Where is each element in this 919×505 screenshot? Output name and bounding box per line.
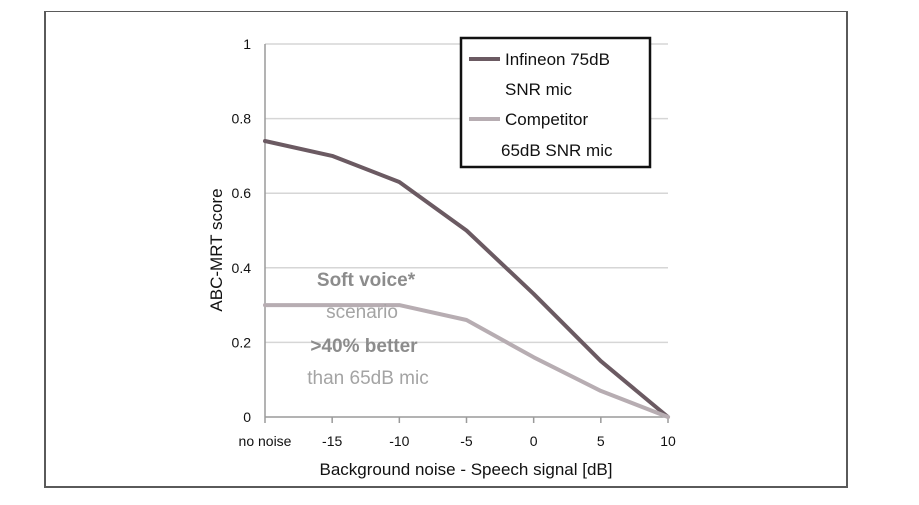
- series-line-0: [263, 139, 670, 419]
- legend: Infineon 75dB SNR mic Competitor 65dB SN…: [459, 36, 652, 169]
- annotation-line-1: Soft voice*: [317, 270, 416, 291]
- x-tick-label: 5: [597, 433, 605, 449]
- x-tick-label: 10: [660, 433, 676, 449]
- x-axis-title: Background noise - Speech signal [dB]: [320, 460, 613, 479]
- legend-label-infineon-line-2: SNR mic: [505, 80, 573, 99]
- x-tick-label: -15: [322, 433, 342, 449]
- y-tick-label: 0.4: [232, 260, 252, 276]
- legend-label-infineon-line-1: Infineon 75dB: [505, 50, 610, 69]
- annotation: Soft voice* scenario >40% better than 65…: [307, 270, 428, 389]
- x-tick-label: no noise: [239, 433, 292, 449]
- y-axis-title: ABC-MRT score: [207, 188, 226, 311]
- annotation-line-4: than 65dB mic: [307, 368, 428, 389]
- legend-label-competitor-line-1: Competitor: [505, 110, 588, 129]
- annotation-line-3: >40% better: [310, 336, 418, 357]
- y-tick-label: 0: [243, 409, 251, 425]
- series-lines: [263, 139, 670, 419]
- y-tick-label: 0.6: [232, 185, 252, 201]
- x-tick-label: -10: [389, 433, 409, 449]
- annotation-line-2: scenario: [326, 302, 398, 323]
- axes: [264, 44, 669, 423]
- legend-label-competitor-line-2: 65dB SNR mic: [501, 141, 613, 160]
- y-tick-label: 1: [243, 36, 251, 52]
- chart-frame: [44, 11, 848, 488]
- y-tick-label: 0.2: [232, 334, 252, 350]
- x-tick-labels: no noise -15 -10 -5 0 5 10: [239, 433, 676, 449]
- x-tick-label: -5: [460, 433, 473, 449]
- x-tick-label: 0: [530, 433, 538, 449]
- series-line-1: [263, 303, 670, 419]
- y-tick-labels: 0 0.2 0.4 0.6 0.8 1: [232, 36, 252, 425]
- y-tick-label: 0.8: [232, 111, 252, 127]
